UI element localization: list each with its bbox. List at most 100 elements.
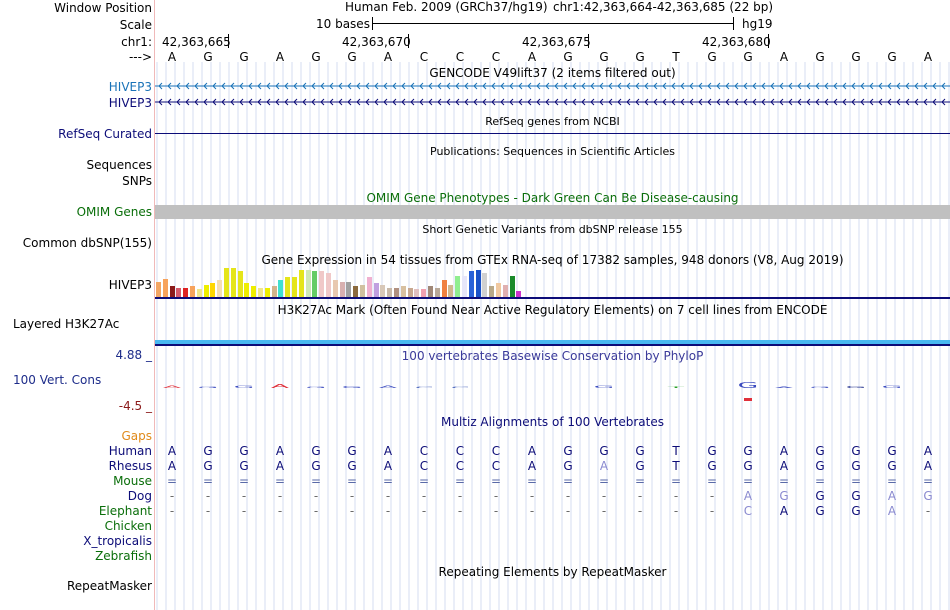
gtex-tissue-bar[interactable]	[407, 288, 413, 297]
gtex-tissue-bar[interactable]	[298, 270, 304, 297]
gencode-gene-2[interactable]	[155, 97, 950, 107]
gtex-tissue-bar[interactable]	[373, 283, 379, 297]
gtex-tissue-bar[interactable]	[462, 276, 467, 297]
gtex-tissue-bar[interactable]	[278, 280, 284, 297]
multiz-species-label[interactable]: Zebrafish	[95, 549, 152, 563]
gtex-tissue-bar[interactable]	[237, 271, 243, 297]
gtex-tissue-bar[interactable]	[509, 276, 515, 297]
gtex-baseline	[155, 297, 950, 299]
gtex-tissue-bar[interactable]	[258, 288, 263, 297]
gtex-tissue-bar[interactable]	[400, 286, 406, 297]
strand-chevron-icon	[266, 82, 271, 90]
multiz-aligned-base: A	[887, 504, 897, 518]
multiz-aligned-base: -	[493, 504, 499, 518]
gtex-tissue-bar[interactable]	[441, 280, 447, 297]
gtex-tissue-bar[interactable]	[196, 289, 202, 297]
multiz-aligned-base: G	[851, 459, 861, 473]
gtex-tissue-bar[interactable]	[264, 288, 270, 297]
gtex-tissue-bar[interactable]	[516, 291, 522, 297]
strand-chevron-icon	[734, 82, 739, 90]
gtex-tissue-bar[interactable]	[482, 273, 488, 297]
reference-base: G	[347, 50, 357, 64]
multiz-species-label[interactable]: Mouse	[113, 474, 152, 488]
gtex-tissue-bar[interactable]	[434, 288, 440, 297]
gtex-tissue-bar[interactable]	[502, 285, 508, 297]
gtex-tissue-bar[interactable]	[319, 271, 325, 297]
strand-chevron-icon	[752, 82, 757, 90]
omim-gene-bar[interactable]	[155, 205, 950, 219]
strand-chevron-icon	[653, 98, 658, 106]
multiz-species-label[interactable]: Elephant	[98, 504, 152, 518]
multiz-species-label[interactable]: Rhesus	[108, 459, 152, 473]
gtex-tissue-bar[interactable]	[448, 285, 454, 297]
gtex-tissue-bar[interactable]	[217, 280, 223, 297]
phylop-base-glyph: A	[379, 385, 397, 389]
gtex-tissue-bar[interactable]	[353, 286, 359, 297]
gtex-tissue-bar[interactable]	[475, 270, 481, 297]
track-area[interactable]: Human Feb. 2009 (GRCh37/hg19) chr1:42,36…	[155, 0, 950, 610]
refseq-track-label[interactable]: RefSeq Curated	[58, 127, 152, 141]
gtex-tissue-bar[interactable]	[332, 280, 338, 297]
gtex-tissue-bar[interactable]	[366, 277, 372, 297]
gtex-tissue-bar[interactable]	[455, 276, 461, 297]
strand-chevron-icon	[725, 82, 730, 90]
strand-chevron-icon	[401, 82, 406, 90]
multiz-aligned-base: G	[815, 444, 825, 458]
gtex-tissue-bar[interactable]	[162, 279, 168, 297]
omim-track-label[interactable]: OMIM Genes	[76, 205, 152, 219]
publications-sequences-label[interactable]: Sequences	[86, 158, 152, 172]
repeatmasker-track-label[interactable]: RepeatMasker	[66, 579, 152, 593]
gtex-tissue-bar[interactable]	[387, 288, 393, 297]
multiz-species-label[interactable]: Human	[108, 444, 152, 458]
gtex-tissue-bar[interactable]	[360, 285, 365, 297]
gencode-gene-label-1[interactable]: HIVEP3	[108, 80, 152, 94]
multiz-aligned-base: A	[779, 504, 789, 518]
gtex-tissue-bar[interactable]	[326, 273, 331, 297]
gencode-gene-label-2[interactable]: HIVEP3	[108, 96, 152, 110]
phylop-track-label[interactable]: 100 Vert. Cons	[13, 373, 102, 387]
gtex-tissue-bar[interactable]	[224, 268, 229, 297]
gtex-tissue-bar[interactable]	[285, 277, 291, 297]
strand-chevron-icon	[194, 98, 199, 106]
gtex-tissue-bar[interactable]	[394, 288, 399, 297]
gtex-tissue-bar[interactable]	[489, 286, 495, 297]
h3k27ac-track-label[interactable]: Layered H3K27Ac	[13, 317, 120, 331]
gtex-track-label[interactable]: HIVEP3	[108, 278, 152, 292]
gtex-tissue-bar[interactable]	[428, 286, 433, 297]
gtex-tissue-bar[interactable]	[380, 285, 386, 297]
gtex-tissue-bar[interactable]	[421, 289, 427, 297]
gtex-tissue-bar[interactable]	[176, 288, 182, 297]
refseq-gene-line[interactable]	[155, 133, 950, 134]
strand-chevron-icon	[878, 82, 883, 90]
gtex-tissue-bar[interactable]	[312, 271, 318, 297]
gencode-gene-1[interactable]	[155, 81, 950, 91]
gtex-tissue-bar[interactable]	[156, 282, 161, 297]
strand-chevron-icon	[347, 82, 352, 90]
dbsnp-track-label[interactable]: Common dbSNP(155)	[22, 236, 152, 250]
gtex-tissue-bar[interactable]	[244, 283, 250, 297]
multiz-gaps-label[interactable]: Gaps	[121, 429, 152, 443]
gtex-tissue-bar[interactable]	[271, 286, 277, 297]
gtex-tissue-bar[interactable]	[210, 283, 216, 297]
gtex-tissue-bar[interactable]	[339, 282, 345, 297]
gtex-tissue-bar[interactable]	[251, 286, 257, 297]
gtex-tissue-bar[interactable]	[230, 268, 236, 297]
multiz-aligned-base: =	[526, 474, 538, 488]
gtex-tissue-bar[interactable]	[292, 277, 297, 297]
gtex-tissue-bar[interactable]	[468, 271, 474, 297]
multiz-species-label[interactable]: X_tropicalis	[83, 534, 152, 548]
gtex-tissue-bar[interactable]	[305, 270, 311, 297]
gtex-tissue-bar[interactable]	[414, 289, 420, 297]
h3k27ac-signal[interactable]	[155, 340, 950, 344]
gtex-tissue-bar[interactable]	[346, 282, 352, 297]
gtex-tissue-bar[interactable]	[169, 286, 175, 297]
multiz-species-label[interactable]: Chicken	[104, 519, 152, 533]
gtex-tissue-bar[interactable]	[190, 286, 195, 297]
publications-snps-label[interactable]: SNPs	[122, 174, 152, 188]
gtex-tissue-bar[interactable]	[203, 285, 209, 297]
gtex-bar-chart[interactable]	[155, 267, 555, 297]
gtex-tissue-bar[interactable]	[496, 283, 501, 297]
multiz-species-label[interactable]: Dog	[127, 489, 152, 503]
gtex-tissue-bar[interactable]	[183, 288, 189, 297]
